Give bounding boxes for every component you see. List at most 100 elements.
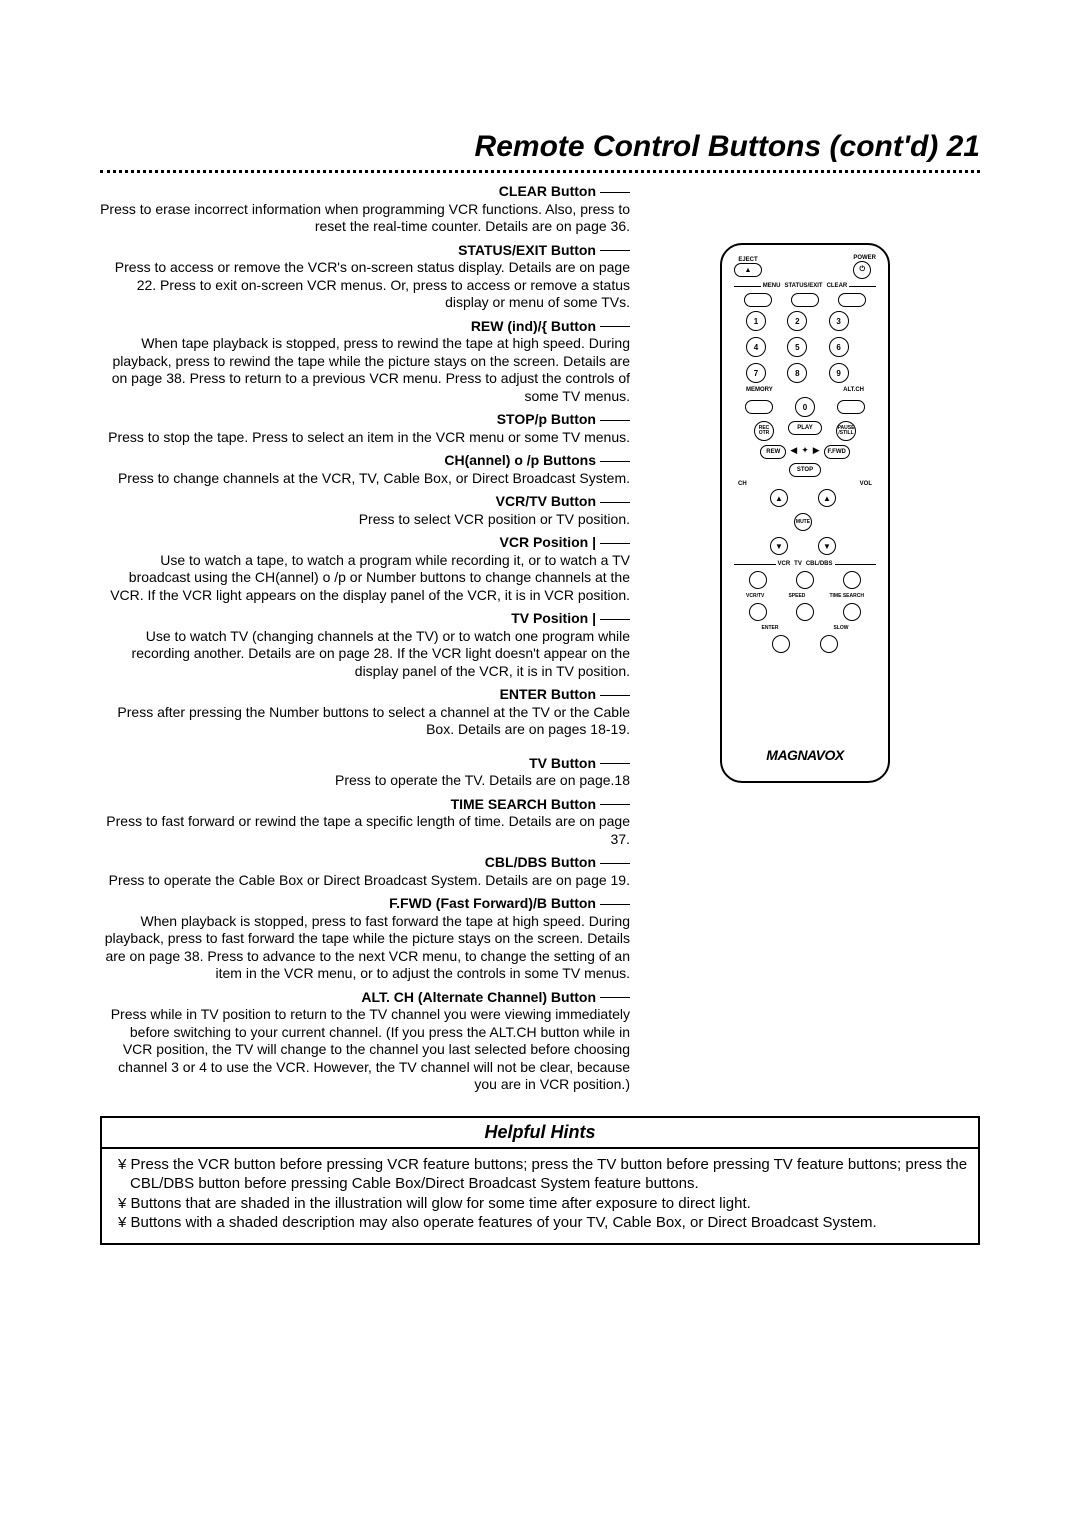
memory-zero-altch-row: 0	[734, 397, 876, 417]
vcr-label: VCR	[776, 561, 793, 567]
desc-tvpos-heading: TV Position |	[511, 610, 630, 626]
clear-label: CLEAR	[825, 283, 850, 289]
play-button: PLAY	[788, 421, 822, 435]
memory-label: MEMORY	[746, 387, 773, 393]
ch-up	[770, 489, 788, 507]
hint-1: ¥ Press the VCR button before pressing V…	[112, 1155, 968, 1194]
remote-illustration: EJECT ▲ POWER ⏻ MENU STATUS/EXIT CLEAR	[720, 243, 890, 783]
number-grid: 1 2 3 4 5 6 7 8 9	[746, 311, 864, 383]
btn-labels-row1: VCR/TV SPEED TIME SEARCH	[734, 593, 876, 599]
desc-stop-body: Press to stop the tape. Press to select …	[108, 429, 630, 445]
slow-label: SLOW	[833, 625, 848, 631]
num-6: 6	[829, 337, 849, 357]
desc-tvpos-body: Use to watch TV (changing channels at th…	[132, 628, 630, 679]
mute-button: MUTE	[794, 513, 812, 531]
ffwd-button: F.FWD	[824, 445, 850, 459]
desc-altch-body: Press while in TV position to return to …	[111, 1006, 630, 1092]
status-label: STATUS/EXIT	[782, 283, 824, 289]
speed-label: SPEED	[788, 593, 805, 599]
desc-tv-heading: TV Button	[529, 755, 630, 771]
desc-status-body: Press to access or remove the VCR's on-s…	[115, 259, 630, 310]
hint-3: ¥ Buttons with a shaded description may …	[112, 1213, 968, 1233]
desc-altch: ALT. CH (Alternate Channel) Button Press…	[100, 989, 630, 1094]
timesearch-label: TIME SEARCH	[829, 593, 863, 599]
desc-tv-body: Press to operate the TV. Details are on …	[335, 772, 630, 788]
desc-timesearch: TIME SEARCH Button Press to fast forward…	[100, 796, 630, 849]
page-title: Remote Control Buttons (cont'd) 21	[100, 130, 980, 164]
desc-ffwd-body: When playback is stopped, press to fast …	[105, 913, 630, 982]
num-3: 3	[829, 311, 849, 331]
remote-top-row: EJECT ▲ POWER ⏻	[734, 255, 876, 279]
menu-label: MENU	[761, 283, 783, 289]
stop-button: STOP	[789, 463, 821, 477]
vol-label: VOL	[860, 481, 872, 487]
btn-row2	[734, 635, 876, 653]
ch-label: CH	[738, 481, 747, 487]
status-button	[791, 293, 819, 307]
desc-enter: ENTER Button Press after pressing the Nu…	[100, 686, 630, 739]
memory-button	[745, 400, 773, 414]
slow-button	[820, 635, 838, 653]
num-8: 8	[787, 363, 807, 383]
num-7: 7	[746, 363, 766, 383]
desc-enter-body: Press after pressing the Number buttons …	[117, 704, 630, 738]
left-icon: ◀	[790, 445, 797, 459]
desc-ch-body: Press to change channels at the VCR, TV,…	[118, 470, 630, 486]
desc-clear: CLEAR Button Press to erase incorrect in…	[100, 183, 630, 236]
altch-label: ALT.CH	[843, 387, 864, 393]
vcrtv-button	[749, 603, 767, 621]
title-divider	[100, 170, 980, 173]
altch-button	[837, 400, 865, 414]
desc-vcrpos-body: Use to watch a tape, to watch a program …	[110, 552, 630, 603]
vcrtv-label: VCR/TV	[746, 593, 764, 599]
remote-illustration-wrap: EJECT ▲ POWER ⏻ MENU STATUS/EXIT CLEAR	[630, 183, 980, 783]
tv-button	[796, 571, 814, 589]
desc-rew-body: When tape playback is stopped, press to …	[112, 335, 630, 404]
desc-ffwd: F.FWD (Fast Forward)/B Button When playb…	[100, 895, 630, 983]
desc-stop-heading: STOP/p Button	[497, 411, 630, 427]
desc-ch: CH(annel) o /p Buttons Press to change c…	[100, 452, 630, 487]
rew-button: REW	[760, 445, 786, 459]
desc-ch-heading: CH(annel) o /p Buttons	[444, 452, 630, 468]
desc-rew: REW (ind)/{ Button When tape playback is…	[100, 318, 630, 406]
vcr-button	[749, 571, 767, 589]
enter-button	[772, 635, 790, 653]
desc-cbldbs: CBL/DBS Button Press to operate the Cabl…	[100, 854, 630, 889]
desc-rew-heading: REW (ind)/{ Button	[471, 318, 630, 334]
desc-clear-heading: CLEAR Button	[499, 183, 630, 199]
num-5: 5	[787, 337, 807, 357]
rec-play-pause-row: REC OTR PLAY PAUSE /STILL	[728, 421, 882, 441]
desc-altch-heading: ALT. CH (Alternate Channel) Button	[361, 989, 630, 1005]
dot-icon: ✦	[801, 445, 809, 459]
btn-row1	[734, 603, 876, 621]
timesearch-button	[843, 603, 861, 621]
right-icon: ▶	[813, 445, 820, 459]
desc-vcrtv-body: Press to select VCR position or TV posit…	[359, 511, 630, 527]
desc-stop: STOP/p Button Press to stop the tape. Pr…	[100, 411, 630, 446]
desc-status: STATUS/EXIT Button Press to access or re…	[100, 242, 630, 312]
device-buttons-row	[734, 571, 876, 589]
desc-vcrtv-heading: VCR/TV Button	[496, 493, 630, 509]
content-row: CLEAR Button Press to erase incorrect in…	[100, 183, 980, 1098]
helpful-hints-box: Helpful Hints ¥ Press the VCR button bef…	[100, 1116, 980, 1245]
stop-row: STOP	[728, 463, 882, 477]
hint-2: ¥ Buttons that are shaded in the illustr…	[112, 1194, 968, 1214]
eject-button: ▲	[734, 263, 762, 277]
menu-button	[744, 293, 772, 307]
ch-vol-labels: CH VOL	[738, 481, 872, 487]
hints-body: ¥ Press the VCR button before pressing V…	[102, 1149, 978, 1243]
descriptions-column: CLEAR Button Press to erase incorrect in…	[100, 183, 630, 1098]
eject-label: EJECT	[734, 257, 762, 263]
desc-timesearch-body: Press to fast forward or rewind the tape…	[106, 813, 630, 847]
ch-down	[770, 537, 788, 555]
page: Remote Control Buttons (cont'd) 21 CLEAR…	[100, 130, 980, 1245]
tv-label: TV	[792, 561, 804, 567]
desc-clear-body: Press to erase incorrect information whe…	[100, 201, 630, 235]
menu-status-clear-row: MENU STATUS/EXIT CLEAR	[734, 283, 876, 289]
desc-cbldbs-heading: CBL/DBS Button	[485, 854, 630, 870]
clear-button	[838, 293, 866, 307]
nav-grid: MUTE	[728, 489, 882, 559]
hints-title: Helpful Hints	[102, 1118, 978, 1149]
desc-tv: TV Button Press to operate the TV. Detai…	[100, 755, 630, 790]
desc-ffwd-heading: F.FWD (Fast Forward)/B Button	[389, 895, 630, 911]
